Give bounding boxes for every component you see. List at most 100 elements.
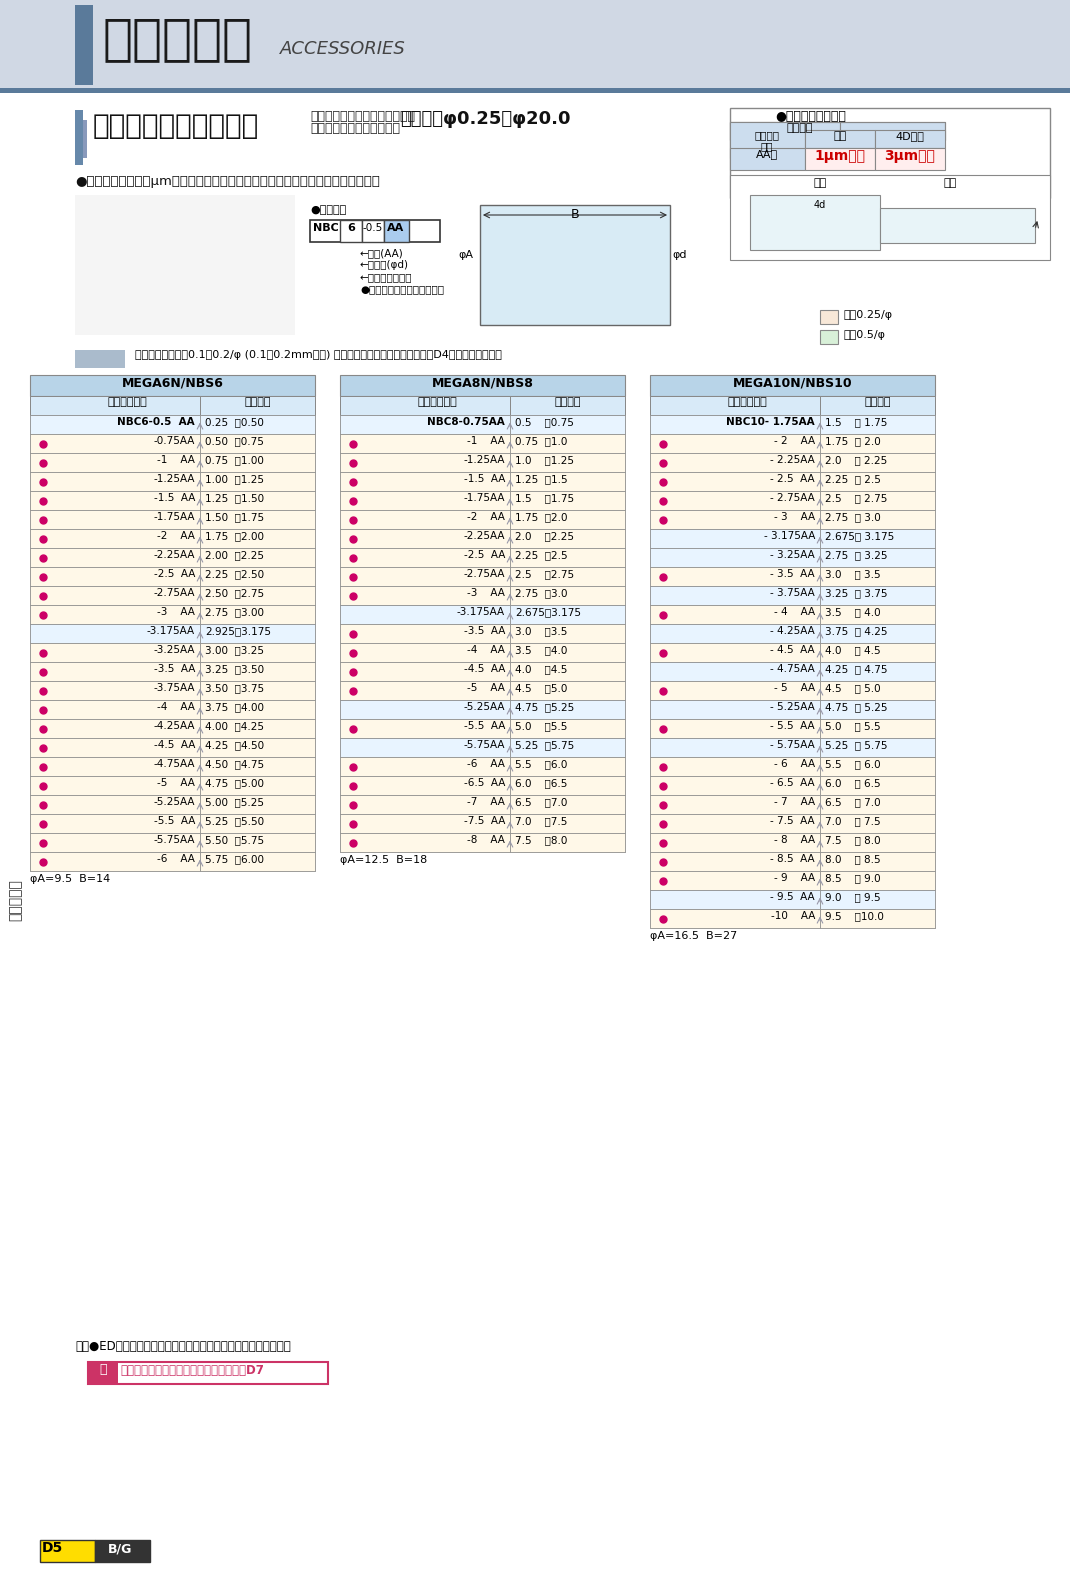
Bar [649,700,935,719]
Text: 1μm以内: 1μm以内 [814,148,866,162]
Text: B/G: B/G [108,1542,133,1556]
Bar [510,528,625,547]
Bar [510,415,625,434]
Bar [820,330,838,344]
Text: -5.5  AA: -5.5 AA [154,815,195,826]
Bar [340,396,625,415]
Bar [362,221,384,241]
Text: AA級: AA級 [755,148,778,159]
Bar [30,415,200,434]
Text: 4.0    ～4.5: 4.0 ～4.5 [515,664,567,673]
Bar [30,509,200,528]
Bar [340,568,510,587]
Bar [75,1340,625,1358]
Bar [340,681,510,700]
Bar [30,472,200,490]
Bar [649,396,935,415]
Text: φA: φA [458,251,473,260]
Text: コレット型式: コレット型式 [417,397,457,407]
Bar [30,719,315,738]
Bar [510,568,625,587]
Text: 6.5    ～7.0: 6.5 ～7.0 [515,796,567,807]
Bar [200,833,315,852]
Text: 把握範囲: 把握範囲 [554,397,581,407]
Bar [30,757,315,776]
Text: - 4.5  AA: - 4.5 AA [770,645,815,654]
Bar [30,643,200,662]
Text: -3.175AA: -3.175AA [147,626,195,636]
Bar [384,221,409,241]
Bar [30,662,200,681]
Text: 3.50  ～3.75: 3.50 ～3.75 [205,683,264,692]
Text: -5.25AA: -5.25AA [153,796,195,807]
Text: 3.0    ～3.5: 3.0 ～3.5 [515,626,567,636]
Bar [510,606,625,624]
Bar [649,415,820,434]
Bar [340,490,625,509]
Text: -2    AA: -2 AA [157,531,195,541]
Bar [649,396,820,415]
Bar [30,757,200,776]
Bar [649,509,935,528]
Text: - 4    AA: - 4 AA [774,607,815,617]
Bar [30,453,315,472]
Bar [340,587,510,606]
Bar [340,587,625,606]
Text: φd: φd [672,251,687,260]
Text: -4    AA: -4 AA [468,645,505,654]
Bar [649,833,935,852]
Bar [649,528,935,547]
Text: - 5.75AA: - 5.75AA [770,740,815,751]
Text: ニューベビーチャック用）: ニューベビーチャック用） [310,121,400,136]
Text: コレット
等級: コレット 等級 [754,129,780,151]
Text: 2.0    ～ 2.25: 2.0 ～ 2.25 [825,456,887,465]
Bar [649,795,935,814]
Bar [30,852,315,871]
Bar [30,396,200,415]
Text: 3.75  ～ 4.25: 3.75 ～ 4.25 [825,626,887,636]
Bar [30,434,200,453]
Text: - 2    AA: - 2 AA [774,435,815,446]
Text: -4.5  AA: -4.5 AA [463,664,505,673]
Bar [649,643,935,662]
Bar [649,643,820,662]
Bar [510,472,625,490]
Text: 5.50  ～5.75: 5.50 ～5.75 [205,834,264,845]
Text: 口元: 口元 [813,178,827,188]
Bar [510,643,625,662]
Bar [649,795,820,814]
Bar [730,107,1050,199]
Bar [649,719,820,738]
Bar [510,681,625,700]
Bar [510,700,625,719]
Text: D5: D5 [42,1541,63,1555]
Bar [95,1541,150,1561]
Bar [649,624,935,643]
Bar [649,472,935,490]
Bar [200,643,315,662]
Bar [820,606,935,624]
Bar [200,852,315,871]
Bar [730,175,1050,260]
Bar [340,606,510,624]
Text: 1.75  ～ 2.0: 1.75 ～ 2.0 [825,435,881,446]
Bar [0,88,1070,93]
Text: -3.5  AA: -3.5 AA [463,626,505,636]
Text: コレット型式: コレット型式 [108,397,148,407]
Text: -5.75AA: -5.75AA [463,740,505,751]
Bar [649,568,935,587]
Bar [649,587,935,606]
Bar [30,624,315,643]
Bar [510,453,625,472]
Bar [340,814,625,833]
Text: 4D先端: 4D先端 [896,131,924,140]
Text: 表中●EDは「ニューベビーコレットセット」のセット内容です。: 表中●EDは「ニューベビーコレットセット」のセット内容です。 [75,1340,291,1353]
Text: 2.0    ～2.25: 2.0 ～2.25 [515,531,574,541]
Text: -1    AA: -1 AA [468,435,505,446]
Bar [649,453,935,472]
Bar [200,415,315,434]
Bar [200,509,315,528]
Bar [649,833,820,852]
Bar [200,606,315,624]
Bar [340,547,625,568]
